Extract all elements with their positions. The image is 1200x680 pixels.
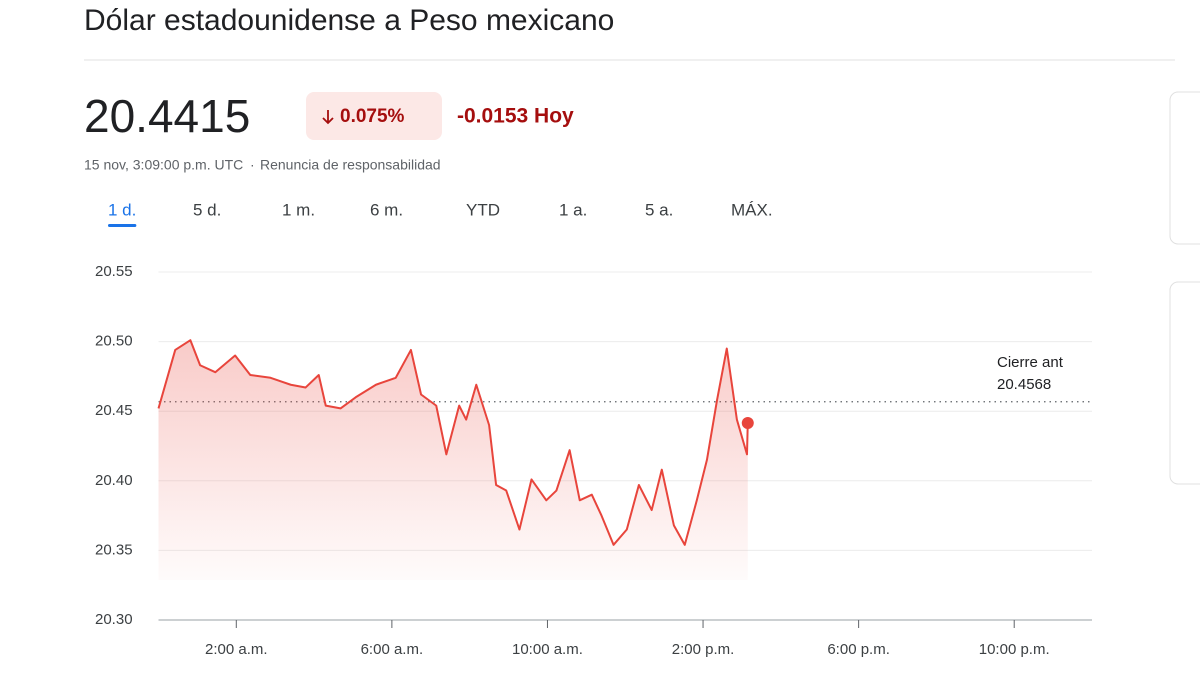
y-tick-label: 20.50 bbox=[95, 333, 133, 350]
disclaimer-link[interactable]: Renuncia de responsabilidad bbox=[260, 157, 441, 173]
x-tick-label: 6:00 a.m. bbox=[361, 641, 424, 658]
y-tick-label: 20.55 bbox=[95, 263, 133, 280]
side-card bbox=[1169, 281, 1200, 485]
x-tick-label: 10:00 a.m. bbox=[512, 641, 583, 658]
change-value: -0.0153 Hoy bbox=[457, 105, 574, 128]
y-tick-label: 20.30 bbox=[95, 611, 133, 628]
previous-close-label: Cierre ant bbox=[997, 354, 1064, 371]
range-tab[interactable]: 6 m. bbox=[370, 200, 403, 219]
separator: · bbox=[250, 157, 255, 173]
range-tab[interactable]: 5 a. bbox=[645, 200, 673, 219]
range-tab[interactable]: 1 d. bbox=[108, 200, 136, 219]
range-tab[interactable]: 1 m. bbox=[282, 200, 315, 219]
chart: 20.30 20.35 20.40 20.45 20.50 20.55 2:00 a.m. 6… bbox=[95, 263, 1092, 658]
change-percent: 0.075% bbox=[340, 106, 405, 127]
page-title: Dólar estadounidense a Peso mexicano bbox=[84, 4, 614, 37]
previous-close-value: 20.4568 bbox=[997, 376, 1051, 393]
timestamp: 15 nov, 3:09:00 p.m. UTC bbox=[84, 157, 243, 173]
current-point bbox=[741, 417, 754, 430]
range-tab[interactable]: 1 a. bbox=[559, 200, 587, 219]
side-card bbox=[1169, 91, 1200, 245]
range-tab[interactable]: 5 d. bbox=[193, 200, 221, 219]
y-tick-label: 20.35 bbox=[95, 541, 133, 558]
price: 20.4415 bbox=[84, 90, 250, 142]
x-tick-label: 10:00 p.m. bbox=[979, 641, 1050, 658]
x-tick-label: 2:00 p.m. bbox=[672, 641, 735, 658]
y-tick-label: 20.40 bbox=[95, 472, 133, 489]
range-tab[interactable]: MÁX. bbox=[731, 200, 773, 219]
tab-underline bbox=[108, 224, 137, 227]
price-line bbox=[157, 339, 749, 546]
y-tick-label: 20.45 bbox=[95, 402, 133, 419]
range-tab[interactable]: YTD bbox=[466, 200, 500, 219]
area bbox=[158, 340, 748, 580]
x-tick-label: 2:00 a.m. bbox=[205, 641, 268, 658]
x-tick-label: 6:00 p.m. bbox=[827, 641, 890, 658]
range-tabs: 1 d. 5 d. 1 m. 6 m. YTD 1 a. 5 a. MÁX. bbox=[108, 200, 773, 227]
down-arrow bbox=[322, 110, 334, 125]
change-badge bbox=[306, 92, 442, 140]
